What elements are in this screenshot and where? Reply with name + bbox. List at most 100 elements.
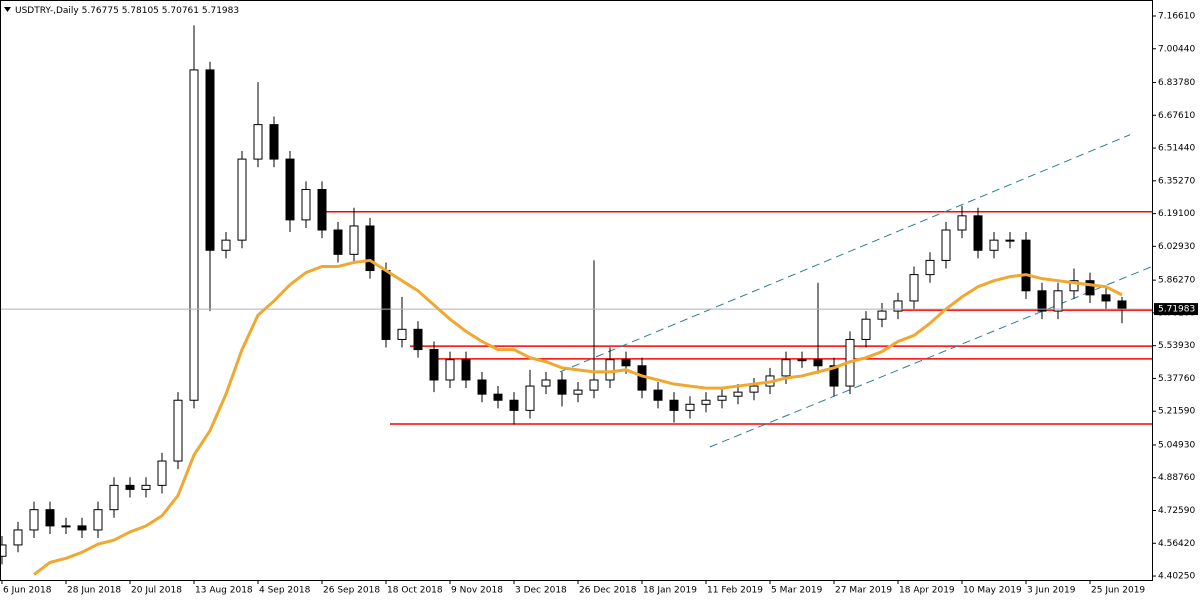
y-tick-label: 5.53930: [1158, 341, 1195, 351]
candle-body: [1053, 290, 1063, 312]
symbol: USDTRY-,Daily: [15, 6, 79, 16]
candle-body: [0, 544, 7, 557]
candle-body: [269, 124, 279, 160]
moving-average: [33, 258, 1123, 576]
candle-body: [509, 399, 519, 411]
candle-body: [557, 379, 567, 395]
y-tick-label: 4.88760: [1158, 473, 1195, 483]
candle-body: [445, 359, 455, 381]
candle-body: [333, 229, 343, 255]
candle-body: [973, 215, 983, 251]
candle-body: [29, 509, 39, 531]
x-tick-label: 18 Oct 2018: [387, 586, 443, 596]
candle-body: [381, 270, 391, 340]
x-tick-label: 25 Jun 2019: [1091, 586, 1145, 596]
y-tick-label: 4.56420: [1158, 539, 1195, 549]
candle-body: [397, 328, 407, 340]
y-tick-label: 6.51440: [1158, 144, 1195, 154]
candle-body: [813, 359, 823, 367]
candle-body: [157, 460, 167, 486]
candle-body: [301, 188, 311, 221]
y-tick-label: 6.67610: [1158, 111, 1195, 121]
y-tick-label: 6.83780: [1158, 78, 1195, 88]
candle-body: [429, 349, 439, 381]
candle-body: [797, 359, 807, 362]
candle-body: [781, 359, 791, 377]
header: USDTRY-,Daily 5.76775 5.78105 5.70761 5.…: [15, 6, 239, 16]
candle-body: [733, 391, 743, 397]
x-tick-label: 26 Sep 2018: [323, 586, 380, 596]
x-tick-label: 13 Aug 2018: [195, 586, 253, 596]
close-value: 5.71983: [202, 6, 239, 16]
y-tick-label: 5.37760: [1158, 374, 1195, 384]
candle-body: [45, 509, 55, 527]
candle-body: [1101, 294, 1111, 302]
candle-body: [285, 158, 295, 221]
candle-body: [893, 300, 903, 312]
y-tick-label: 4.72590: [1158, 506, 1195, 516]
x-tick-label: 5 Mar 2019: [771, 586, 823, 596]
candle-body: [829, 365, 839, 387]
candle-body: [701, 399, 711, 405]
candle-body: [861, 318, 871, 340]
x-tick-label: 20 Jul 2018: [131, 586, 182, 596]
high-value: 5.78105: [122, 6, 159, 16]
y-tick-label: 5.86270: [1158, 276, 1195, 286]
candle-body: [365, 225, 375, 272]
candle-body: [141, 484, 151, 490]
candle-body: [1069, 280, 1079, 292]
candle-body: [525, 385, 535, 411]
y-tick-label: 4.40250: [1158, 572, 1195, 582]
candle-body: [189, 69, 199, 401]
candle-body: [93, 509, 103, 531]
candle-body: [461, 359, 471, 381]
x-tick-label: 3 Dec 2018: [515, 586, 567, 596]
trend-line: [559, 134, 1131, 373]
y-tick-label: 7.16610: [1158, 11, 1195, 21]
x-tick-label: 18 Apr 2019: [899, 586, 955, 596]
open-value: 5.76775: [82, 6, 119, 16]
candle-body: [669, 399, 679, 411]
candle-body: [205, 69, 215, 251]
candle-body: [1085, 280, 1095, 296]
candle-body: [957, 215, 967, 231]
trend-line: [709, 266, 1153, 448]
plot-area: [0, 25, 1153, 576]
candle-body: [989, 239, 999, 251]
candle-body: [237, 158, 247, 241]
plot-frame: [0, 0, 1153, 581]
candle-body: [13, 529, 23, 546]
candle-body: [1037, 290, 1047, 312]
candle-body: [925, 259, 935, 276]
candle-body: [541, 379, 551, 387]
x-tick-label: 6 Jun 2018: [3, 586, 52, 596]
candle-body: [749, 385, 759, 393]
candle-body: [605, 359, 615, 381]
x-tick-label: 9 Nov 2018: [451, 586, 503, 596]
candle-body: [317, 188, 327, 231]
y-tick-label: 5.04930: [1158, 440, 1195, 450]
candle-body: [941, 229, 951, 261]
candle-body: [589, 379, 599, 391]
candle-body: [909, 274, 919, 302]
candle-body: [717, 395, 727, 401]
y-tick-label: 5.21590: [1158, 407, 1195, 417]
candle-body: [573, 389, 583, 395]
last-price-box: [1154, 303, 1198, 316]
candle-body: [1117, 300, 1127, 310]
candle-body: [61, 525, 71, 528]
y-tick-label: 6.35270: [1158, 176, 1195, 186]
x-tick-label: 18 Jan 2019: [643, 586, 697, 596]
x-tick-label: 3 Jun 2019: [1027, 586, 1076, 596]
x-tick-label: 26 Dec 2018: [579, 586, 637, 596]
last-price-label: 5.71983: [1158, 305, 1195, 315]
candle-body: [653, 389, 663, 401]
candle-body: [109, 484, 119, 511]
x-tick-label: 11 Feb 2019: [707, 586, 763, 596]
candle-body: [1021, 239, 1031, 292]
menu-triangle: [4, 7, 11, 12]
candle-body: [877, 310, 887, 320]
candle-body: [173, 399, 183, 462]
candle-body: [621, 359, 631, 367]
